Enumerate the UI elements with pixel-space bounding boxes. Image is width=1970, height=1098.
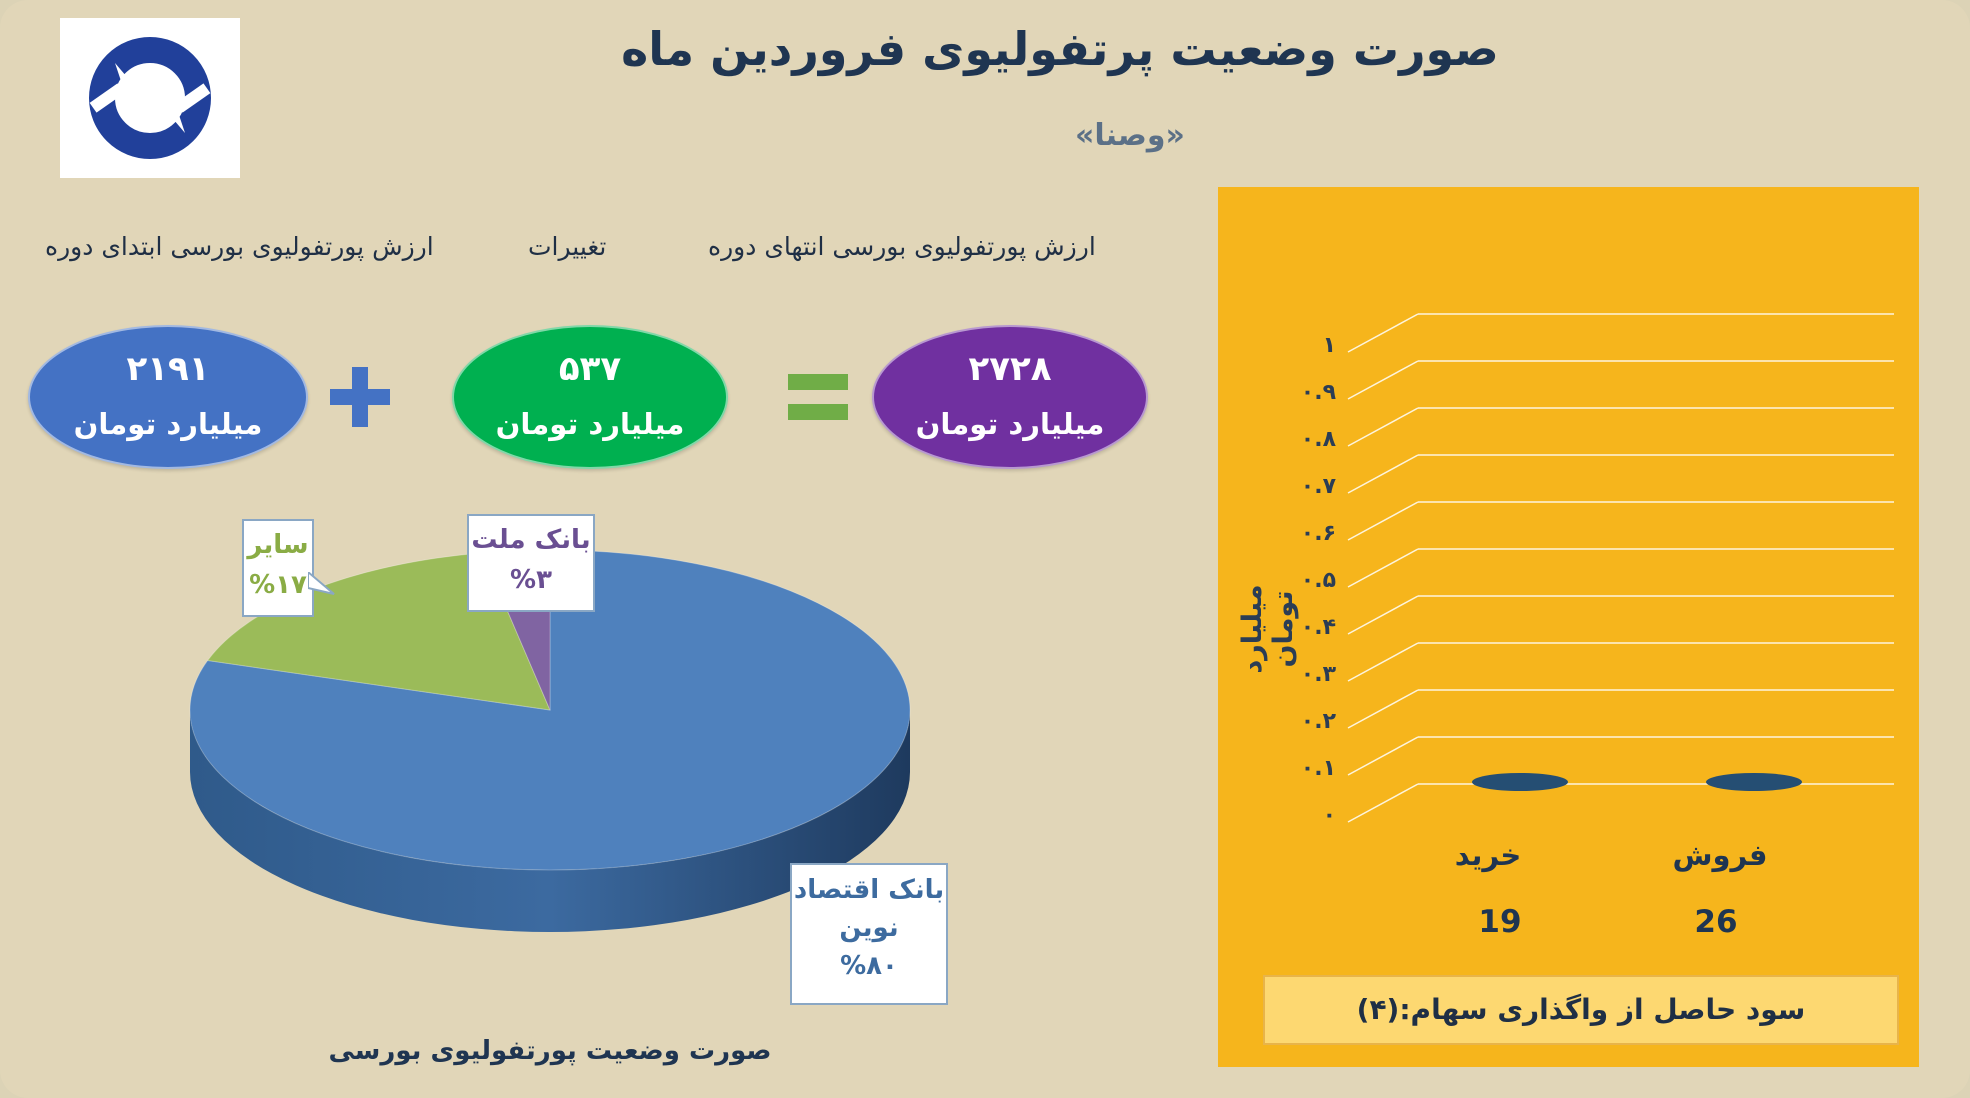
y-tick-label: ۱ — [1323, 333, 1336, 358]
start-value-header: ارزش پورتفولیوی بورسی ابتدای دوره — [45, 232, 434, 261]
count-buy: 19 — [1478, 904, 1522, 940]
count-sell: 26 — [1694, 904, 1738, 940]
bar-1 — [1706, 773, 1802, 791]
pie-slice-0 — [189, 549, 911, 871]
y-tick-label: ۰.۷ — [1301, 474, 1337, 499]
y-tick-label: ۰ — [1323, 803, 1336, 828]
gridline-diagonal — [1347, 689, 1419, 729]
slice-label-others: سایر — [247, 530, 309, 560]
start-value-unit: میلیارد تومان — [73, 407, 263, 441]
gridline-diagonal — [1347, 783, 1419, 823]
category-label-buy: خرید — [1454, 838, 1522, 872]
end-value: ۲۷۲۸ — [968, 349, 1052, 389]
gridline-diagonal — [1347, 313, 1419, 353]
category-label-sell: فروش — [1672, 838, 1768, 872]
start-value-oval: ۲۱۹۱ میلیارد تومان — [28, 325, 308, 469]
bar-0 — [1472, 773, 1568, 791]
gridline-diagonal — [1347, 548, 1419, 588]
gridline-diagonal — [1347, 642, 1419, 682]
y-tick-label: ۰.۲ — [1301, 709, 1337, 734]
gridline-diagonal — [1347, 595, 1419, 635]
equals-icon — [788, 374, 848, 420]
transactions-bar-chart: ۰ ۰.۱ ۰.۲ ۰.۳ ۰.۴ ۰.۵ ۰.۶ ۰.۷ ۰.۸ ۰.۹ ۱ — [1301, 313, 1894, 828]
callout-others-pointer — [308, 572, 335, 595]
page-title: صورت وضعیت پرتفولیوی فروردین ماه — [621, 22, 1499, 76]
plus-icon — [330, 367, 390, 427]
change-header: تغییرات — [528, 232, 607, 261]
slice-value-others: %۱۷ — [249, 570, 307, 600]
y-tick-label: ۰.۳ — [1301, 662, 1337, 687]
y-tick-label: ۰.۹ — [1301, 380, 1336, 405]
end-value-header: ارزش پورتفولیوی بورسی انتهای دوره — [708, 232, 1096, 261]
end-value-unit: میلیارد تومان — [915, 407, 1105, 441]
y-tick-label: ۰.۸ — [1301, 427, 1337, 452]
slice-value-mellat: %۳ — [510, 565, 552, 595]
slice-label-mellat: بانک ملت — [471, 525, 591, 555]
profit-summary-box: سود حاصل از واگذاری سهام:(۴) — [1263, 975, 1899, 1045]
end-value-oval: ۲۷۲۸ میلیارد تومان — [872, 325, 1148, 469]
bar-chart-panel — [1218, 187, 1919, 1067]
callout-mellat: بانک ملت %۳ — [467, 514, 595, 612]
pie-caption: صورت وضعیت پورتفولیوی بورسی — [328, 1036, 772, 1066]
change-value-unit: میلیارد تومان — [495, 407, 685, 441]
page-subtitle: «وصنا» — [1075, 118, 1185, 153]
y-tick-label: ۰.۵ — [1301, 568, 1336, 593]
company-logo — [60, 18, 240, 178]
gridline-diagonal — [1347, 736, 1419, 776]
gridline-diagonal — [1347, 407, 1419, 447]
slice-label-eghtesad-novin: بانک اقتصاد نوین — [793, 875, 945, 943]
gridline-diagonal — [1347, 501, 1419, 541]
callout-eghtesad-novin: بانک اقتصاد نوین %۸۰ — [790, 863, 948, 1005]
pie-side-wall — [190, 710, 910, 932]
y-tick-label: ۰.۴ — [1301, 615, 1336, 640]
gridline-diagonal — [1347, 454, 1419, 494]
gridline-diagonal — [1347, 360, 1419, 400]
change-value-oval: ۵۳۷ میلیارد تومان — [452, 325, 728, 469]
change-value: ۵۳۷ — [558, 349, 622, 389]
y-axis-label: میلیارد تومان — [1237, 584, 1299, 674]
y-tick-label: ۰.۱ — [1301, 756, 1336, 781]
slice-value-eghtesad-novin: %۸۰ — [840, 951, 898, 981]
y-tick-label: ۰.۶ — [1301, 521, 1336, 546]
start-value: ۲۱۹۱ — [126, 349, 210, 389]
callout-others: سایر %۱۷ — [242, 519, 314, 617]
